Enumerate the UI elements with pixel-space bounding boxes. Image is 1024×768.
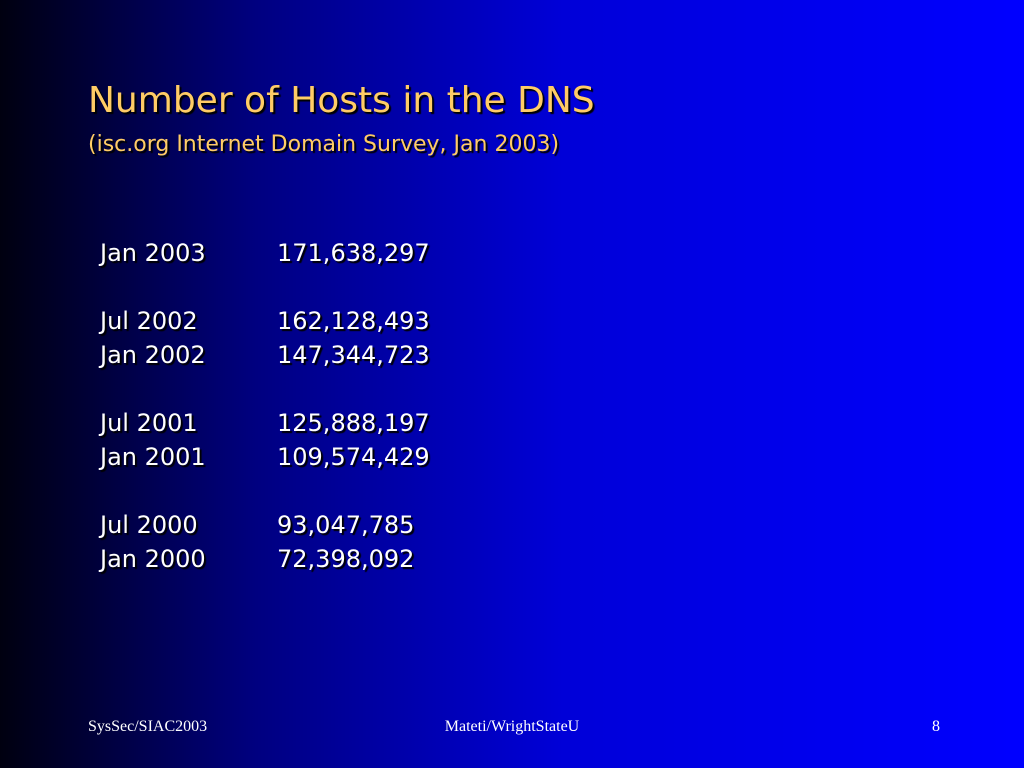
hosts-cell: 162,128,493 xyxy=(277,307,430,335)
hosts-cell: 72,398,092 xyxy=(277,545,415,573)
footer-left: SysSec/SIAC2003 xyxy=(88,718,208,735)
page-number: 8 xyxy=(932,718,940,735)
hosts-cell: 125,888,197 xyxy=(277,409,430,437)
row-group: Jan 2003 171,638,297 xyxy=(100,236,430,270)
hosts-cell: 147,344,723 xyxy=(277,341,430,369)
table-row: Jul 2000 93,047,785 xyxy=(100,508,430,542)
footer-center: Mateti/WrightStateU xyxy=(444,718,580,735)
date-cell: Jul 2002 xyxy=(100,307,198,335)
date-cell: Jul 2000 xyxy=(100,511,198,539)
date-cell: Jul 2001 xyxy=(100,409,198,437)
table-row: Jul 2002 162,128,493 xyxy=(100,304,430,338)
table-row: Jan 2002 147,344,723 xyxy=(100,338,430,372)
hosts-cell: 93,047,785 xyxy=(277,511,415,539)
table-row: Jan 2003 171,638,297 xyxy=(100,236,430,270)
date-cell: Jan 2002 xyxy=(100,341,206,369)
date-cell: Jan 2001 xyxy=(100,443,206,471)
date-cell: Jan 2003 xyxy=(100,239,206,267)
table-row: Jul 2001 125,888,197 xyxy=(100,406,430,440)
table-row: Jan 2001 109,574,429 xyxy=(100,440,430,474)
host-table: Jan 2003 171,638,297 Jul 2002 162,128,493 Ja… xyxy=(100,236,430,610)
table-row: Jan 2000 72,398,092 xyxy=(100,542,430,576)
hosts-cell: 109,574,429 xyxy=(277,443,430,471)
row-group: Jul 2000 93,047,785 Jan 2000 72,398,092 xyxy=(100,508,430,576)
row-group: Jul 2002 162,128,493 Jan 2002 147,344,723 xyxy=(100,304,430,372)
row-group: Jul 2001 125,888,197 Jan 2001 109,574,429 xyxy=(100,406,430,474)
subtitle: (isc.org Internet Domain Survey, Jan 200… xyxy=(88,132,560,157)
hosts-cell: 171,638,297 xyxy=(277,239,430,267)
date-cell: Jan 2000 xyxy=(100,545,206,573)
title: Number of Hosts in the DNS xyxy=(88,80,595,121)
